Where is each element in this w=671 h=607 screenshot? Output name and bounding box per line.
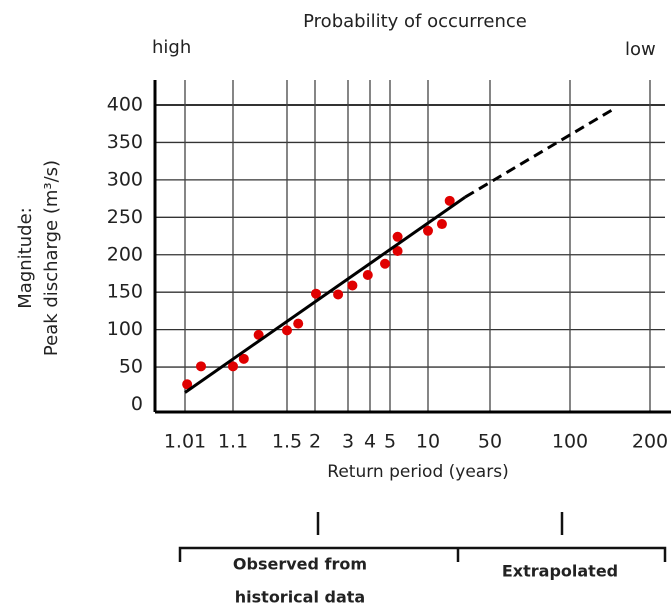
brackets <box>178 512 667 562</box>
data-point <box>347 280 358 291</box>
x-tick-label: 3 <box>342 431 354 453</box>
data-point <box>392 246 403 257</box>
y-tick-label: 150 <box>107 281 143 303</box>
x-tick-label: 5 <box>384 431 396 453</box>
data-point <box>423 225 433 236</box>
y-tick-label: 250 <box>107 206 143 228</box>
data-point <box>253 329 264 340</box>
x-tick-label: 2 <box>309 431 321 453</box>
y-tick-label: 300 <box>107 168 143 190</box>
observed-label: historical data <box>235 588 365 607</box>
y-tick-label: 0 <box>131 393 143 415</box>
bracket-line <box>178 546 667 562</box>
y-axis-label: Peak discharge (m³/s) <box>41 160 62 356</box>
data-point <box>362 269 373 280</box>
x-tick-label: 1.5 <box>272 431 302 453</box>
data-point <box>333 289 344 300</box>
data-point <box>182 379 193 390</box>
data-point <box>436 219 447 230</box>
x-tick-label: 4 <box>364 431 376 453</box>
extrapolation-line <box>464 108 613 199</box>
data-point <box>293 318 304 329</box>
chart-title: Probability of occurrence <box>303 11 527 32</box>
x-axis-label: Return period (years) <box>327 462 508 482</box>
x-tick-label: 50 <box>478 431 502 453</box>
y-axis-label: Magnitude: <box>15 207 36 308</box>
data-point <box>196 361 206 372</box>
x-tick-label: 10 <box>416 431 440 453</box>
data-point <box>392 231 403 242</box>
data-point <box>228 361 238 372</box>
observed-label: Observed from <box>233 555 367 574</box>
y-tick-label: 100 <box>107 318 143 340</box>
data-point <box>238 353 249 364</box>
data-point <box>380 258 390 269</box>
data-point <box>444 195 455 206</box>
extrapolated-label: Extrapolated <box>502 562 618 581</box>
high-label: high <box>152 37 191 58</box>
fit-line <box>184 195 467 394</box>
data-point <box>282 325 292 336</box>
x-tick-label: 1.1 <box>218 431 248 453</box>
y-tick-label: 400 <box>107 94 143 116</box>
x-tick-label: 100 <box>552 431 588 453</box>
data-point <box>310 288 321 299</box>
y-tick-label: 200 <box>107 243 143 265</box>
x-tick-label: 200 <box>632 431 668 453</box>
low-label: low <box>625 39 656 60</box>
y-tick-label: 50 <box>119 356 143 378</box>
y-tick-label: 350 <box>107 131 143 153</box>
x-tick-label: 1.01 <box>164 431 206 453</box>
